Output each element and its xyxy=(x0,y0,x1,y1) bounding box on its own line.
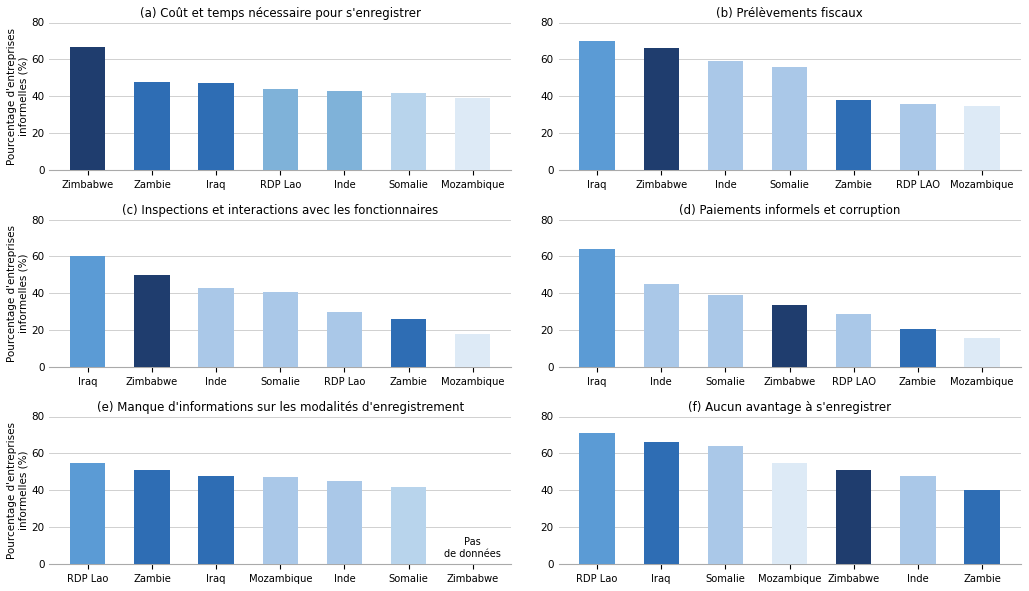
Bar xyxy=(772,304,807,368)
Bar xyxy=(836,470,872,564)
Bar xyxy=(579,433,614,564)
Bar xyxy=(964,491,999,564)
Bar xyxy=(391,319,426,368)
Bar xyxy=(836,314,872,368)
Bar xyxy=(135,470,170,564)
Y-axis label: Pourcentage d'entreprises
informelles (%): Pourcentage d'entreprises informelles (%… xyxy=(7,225,29,362)
Bar xyxy=(327,312,362,368)
Bar xyxy=(772,67,807,170)
Bar xyxy=(391,93,426,170)
Title: (d) Paiements informels et corruption: (d) Paiements informels et corruption xyxy=(679,204,900,217)
Bar xyxy=(327,481,362,564)
Bar xyxy=(455,334,491,368)
Y-axis label: Pourcentage d'entreprises
informelles (%): Pourcentage d'entreprises informelles (%… xyxy=(7,422,29,559)
Bar xyxy=(643,443,679,564)
Bar xyxy=(135,275,170,368)
Bar xyxy=(199,476,234,564)
Text: Pas
de données: Pas de données xyxy=(445,537,501,558)
Bar xyxy=(708,446,743,564)
Bar xyxy=(900,476,935,564)
Bar xyxy=(579,249,614,368)
Bar xyxy=(836,100,872,170)
Bar xyxy=(900,104,935,170)
Bar xyxy=(772,463,807,564)
Title: (c) Inspections et interactions avec les fonctionnaires: (c) Inspections et interactions avec les… xyxy=(122,204,438,217)
Bar xyxy=(643,48,679,170)
Bar xyxy=(708,296,743,368)
Bar xyxy=(199,83,234,170)
Bar xyxy=(262,478,298,564)
Title: (f) Aucun avantage à s'enregistrer: (f) Aucun avantage à s'enregistrer xyxy=(688,401,891,414)
Bar xyxy=(455,98,491,170)
Bar xyxy=(391,487,426,564)
Bar xyxy=(643,284,679,368)
Bar xyxy=(70,256,105,368)
Title: (b) Prélèvements fiscaux: (b) Prélèvements fiscaux xyxy=(716,7,863,20)
Bar xyxy=(70,47,105,170)
Bar xyxy=(135,82,170,170)
Bar xyxy=(199,288,234,368)
Title: (e) Manque d'informations sur les modalités d'enregistrement: (e) Manque d'informations sur les modali… xyxy=(97,401,464,414)
Y-axis label: Pourcentage d'entreprises
informelles (%): Pourcentage d'entreprises informelles (%… xyxy=(7,28,29,165)
Bar xyxy=(327,91,362,170)
Bar xyxy=(70,463,105,564)
Bar xyxy=(262,89,298,170)
Bar xyxy=(262,291,298,368)
Bar xyxy=(964,106,999,170)
Bar xyxy=(900,329,935,368)
Bar xyxy=(964,338,999,368)
Bar xyxy=(708,61,743,170)
Bar xyxy=(579,41,614,170)
Title: (a) Coût et temps nécessaire pour s'enregistrer: (a) Coût et temps nécessaire pour s'enre… xyxy=(140,7,421,20)
